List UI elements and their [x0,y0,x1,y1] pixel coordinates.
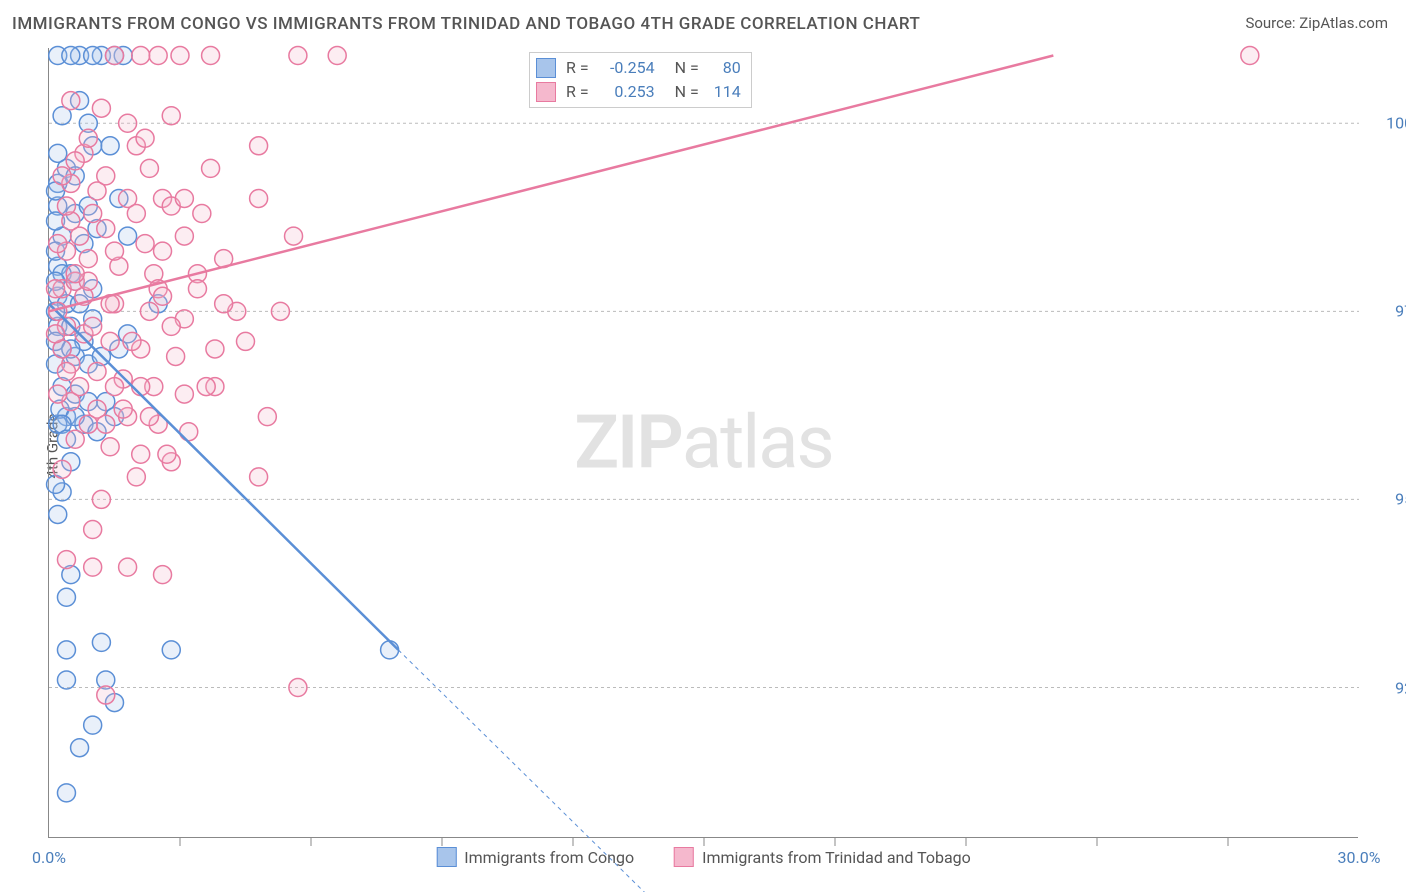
source-label: Source: [1245,14,1295,32]
stats-r-label: R = [566,80,589,104]
legend-item: Immigrants from Trinidad and Tobago [674,847,971,867]
plot-svg [49,48,1358,837]
legend-label: Immigrants from Congo [464,848,634,867]
legend-label: Immigrants from Trinidad and Tobago [702,848,971,867]
stats-r-value: -0.254 [595,56,655,80]
stats-row: R = -0.254 N =80 [536,56,741,80]
legend: Immigrants from Congo Immigrants from Tri… [436,847,971,867]
legend-swatch [674,847,694,867]
chart-title: IMMIGRANTS FROM CONGO VS IMMIGRANTS FROM… [12,14,920,34]
y-tick-label: 97.5% [1395,302,1406,321]
stats-r-value: 0.253 [595,80,655,104]
x-tick-label: 30.0% [1338,848,1381,867]
stats-n-value: 80 [705,56,741,80]
stats-n-value: 114 [705,80,741,104]
stats-n-label: N = [675,80,699,104]
chart-source: Source: ZipAtlas.com [1245,14,1388,32]
stats-r-label: R = [566,56,589,80]
y-tick-label: 95.0% [1395,490,1406,509]
stats-row: R = 0.253 N =114 [536,80,741,104]
stats-box: R = -0.254 N =80 R = 0.253 N =114 [529,52,752,108]
y-tick-label: 100.0% [1386,114,1406,133]
legend-item: Immigrants from Congo [436,847,634,867]
legend-swatch [436,847,456,867]
source-link[interactable]: ZipAtlas.com [1299,14,1388,32]
stats-n-label: N = [675,56,699,80]
y-tick-label: 92.5% [1395,678,1406,697]
stats-swatch [536,58,556,78]
plot-area: ZIPatlas R =-0.254N =80R =0.253N =114 Im… [48,48,1358,838]
stats-swatch [536,82,556,102]
x-tick-label: 0.0% [32,848,66,867]
chart-container: IMMIGRANTS FROM CONGO VS IMMIGRANTS FROM… [0,0,1406,892]
